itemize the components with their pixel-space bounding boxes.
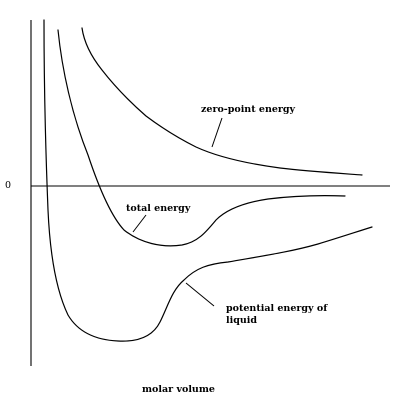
total-energy-leader bbox=[132, 214, 147, 233]
potential-energy-label-line2: liquid bbox=[226, 315, 257, 326]
zero-point-energy-curve bbox=[81, 27, 363, 176]
potential-energy-label-line1: potential energy of bbox=[226, 303, 328, 314]
zero-label: 0 bbox=[5, 180, 11, 191]
zero-point-energy-label: zero-point energy bbox=[201, 104, 296, 115]
total-energy-curve bbox=[57, 29, 346, 247]
potential-energy-leader bbox=[185, 282, 215, 307]
potential-energy-curve bbox=[43, 19, 373, 342]
x-axis-label: molar volume bbox=[142, 384, 215, 395]
zero-point-leader bbox=[211, 117, 223, 148]
total-energy-label: total energy bbox=[126, 203, 191, 214]
